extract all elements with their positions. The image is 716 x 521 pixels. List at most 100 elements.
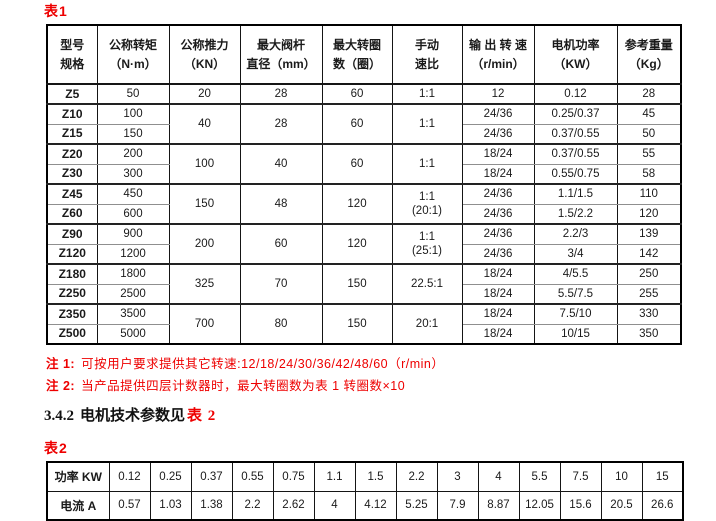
note-1-label: 注 1: bbox=[46, 357, 76, 371]
table1-cell: 1800 bbox=[96, 263, 170, 285]
table1-cell: 3500 bbox=[96, 303, 170, 325]
table2-cell: 5.25 bbox=[395, 490, 438, 521]
table2-cell: 2.2 bbox=[231, 490, 274, 521]
table2-cell: 1.5 bbox=[354, 461, 397, 492]
table1-cell: 700 bbox=[168, 303, 241, 345]
table1-row: Z10 100 40 28 60 1:1 24/36 0.25/0.37 45 bbox=[46, 103, 682, 145]
table1-cell: 20 bbox=[168, 83, 241, 105]
table1-cell: 1:1 bbox=[391, 83, 463, 105]
table2-cell: 1.03 bbox=[149, 490, 192, 521]
table1-model-cell: Z90 bbox=[46, 223, 98, 245]
note-1-text: 可按用户要求提供其它转速:12/18/24/30/36/42/48/60（r/m… bbox=[81, 357, 445, 371]
table1-cell: 24/36 bbox=[461, 223, 535, 245]
table2-motor-parameters: 功率 KW 0.12 0.25 0.37 0.55 0.75 1.1 1.5 2.2 3 4 5.5 7… bbox=[46, 461, 684, 521]
table2-cell: 20.5 bbox=[600, 490, 643, 521]
table1-row: Z250 2500 18/24 5.5/7.5 255 bbox=[46, 283, 682, 305]
table1-cell: 100 bbox=[96, 103, 170, 125]
table2-cell: 0.25 bbox=[149, 461, 192, 492]
table1-cell: 150 bbox=[321, 263, 393, 305]
table2-cell: 4 bbox=[313, 490, 356, 521]
section-number: 3.4.2 bbox=[44, 408, 74, 424]
table1-cell: 18/24 bbox=[461, 143, 535, 165]
table1-header-cell: 最大阀杆 直径（mm） bbox=[239, 24, 323, 85]
table1-body: Z5 50 20 28 60 1:1 12 0.12 28 Z10 100 40 28 60 1:1 24/3… bbox=[46, 83, 682, 345]
table1-cell: 60 bbox=[321, 83, 393, 105]
table1-cell: 48 bbox=[239, 183, 323, 225]
table1-cell: 150 bbox=[168, 183, 241, 225]
table1-cell: 55 bbox=[616, 143, 682, 165]
table1-cell: 5000 bbox=[96, 323, 170, 345]
table2-cell: 3 bbox=[436, 461, 479, 492]
note-1: 注 1: 可按用户要求提供其它转速:12/18/24/30/36/42/48/60… bbox=[46, 353, 692, 375]
table2-cell: 7.5 bbox=[559, 461, 602, 492]
table2-current-row: 电流 A 0.57 1.03 1.38 2.2 2.62 4 4.12 5.25 7.9 8.87 1… bbox=[46, 490, 684, 521]
table2-row-label: 功率 KW bbox=[46, 461, 110, 492]
notes-block: 注 1: 可按用户要求提供其它转速:12/18/24/30/36/42/48/60… bbox=[46, 353, 692, 397]
table1-header-cell: 公称推力 （KN） bbox=[168, 24, 241, 85]
table1-model-cell: Z20 bbox=[46, 143, 98, 165]
table2-cell: 0.12 bbox=[108, 461, 151, 492]
table1-cell: 900 bbox=[96, 223, 170, 245]
table1-cell: 60 bbox=[239, 223, 323, 265]
table1-row: Z15 150 24/36 0.37/0.55 50 bbox=[46, 123, 682, 145]
table2-cell: 0.37 bbox=[190, 461, 233, 492]
table1-cell: 1:1 bbox=[391, 143, 463, 185]
section-table-ref: 表 2 bbox=[187, 408, 217, 424]
table1-row: Z350 3500 700 80 150 20:1 18/24 7.5/10 330 bbox=[46, 303, 682, 345]
table1-header-cell: 参考重量 （Kg） bbox=[616, 24, 682, 85]
table1-cell: 0.55/0.75 bbox=[533, 163, 618, 185]
table1-model-cell: Z10 bbox=[46, 103, 98, 125]
section-title: 电机技术参数见 bbox=[80, 408, 186, 424]
table1-model-cell: Z350 bbox=[46, 303, 98, 325]
table1-cell: 50 bbox=[96, 83, 170, 105]
table1-row: Z45 450 150 48 120 1:1 (20:1) 24/36 1.1/1.5 110 bbox=[46, 183, 682, 225]
table2-cell: 5.5 bbox=[518, 461, 561, 492]
table2-cell: 8.87 bbox=[477, 490, 520, 521]
table1-cell: 120 bbox=[616, 203, 682, 225]
table1-cell: 120 bbox=[321, 183, 393, 225]
table1-cell: 300 bbox=[96, 163, 170, 185]
table1-cell: 60 bbox=[321, 103, 393, 145]
table1-model-cell: Z45 bbox=[46, 183, 98, 205]
table1-cell: 12 bbox=[461, 83, 535, 105]
table1-cell: 120 bbox=[321, 223, 393, 265]
table1-cell: 24/36 bbox=[461, 203, 535, 225]
table1-cell: 5.5/7.5 bbox=[533, 283, 618, 305]
table1-row: Z180 1800 325 70 150 22.5:1 18/24 4/5.5 250 bbox=[46, 263, 682, 305]
table2-cell: 0.55 bbox=[231, 461, 274, 492]
table1-cell: 24/36 bbox=[461, 123, 535, 145]
table1-model-cell: Z500 bbox=[46, 323, 98, 345]
table1-cell: 18/24 bbox=[461, 303, 535, 325]
table1-row: Z20 200 100 40 60 1:1 18/24 0.37/0.55 55 bbox=[46, 143, 682, 185]
table1-cell: 2.2/3 bbox=[533, 223, 618, 245]
table1-cell: 60 bbox=[321, 143, 393, 185]
table1-header-row: 型号 规格 公称转矩 （N·m） 公称推力 （KN） 最大阀杆 直径（mm） 最大转圈 数（圈）手… bbox=[46, 24, 682, 85]
table1-cell: 45 bbox=[616, 103, 682, 125]
table1-cell: 18/24 bbox=[461, 163, 535, 185]
table1-model-cell: Z60 bbox=[46, 203, 98, 225]
table1-cell: 58 bbox=[616, 163, 682, 185]
note-2-text: 当产品提供四层计数器时，最大转圈数为表 1 转圈数×10 bbox=[81, 379, 406, 393]
table2-cell: 0.57 bbox=[108, 490, 151, 521]
table1-cell: 110 bbox=[616, 183, 682, 205]
table1-cell: 7.5/10 bbox=[533, 303, 618, 325]
table1-header-cell: 电机功率 （KW） bbox=[533, 24, 618, 85]
table1-cell: 80 bbox=[239, 303, 323, 345]
table1-row: Z5 50 20 28 60 1:1 12 0.12 28 bbox=[46, 83, 682, 105]
table1-label: 表1 bbox=[44, 3, 68, 19]
table1-header-cell: 输 出 转 速（r/min） bbox=[461, 24, 535, 85]
table1-cell: 2500 bbox=[96, 283, 170, 305]
document-page: 表1 型号 规格 公称转矩 （N·m） 公称推力 （KN） 最大阀杆 直径（mm） 最大转圈 数（… bbox=[44, 2, 692, 521]
section-heading: 3.4.2 电机技术参数见表 2 bbox=[44, 405, 692, 427]
table1-cell: 255 bbox=[616, 283, 682, 305]
table2-label: 表2 bbox=[44, 440, 68, 456]
table1-cell: 600 bbox=[96, 203, 170, 225]
table1-cell: 70 bbox=[239, 263, 323, 305]
table2-cell: 0.75 bbox=[272, 461, 315, 492]
table1-row: Z60 600 24/36 1.5/2.2 120 bbox=[46, 203, 682, 225]
table1-cell: 10/15 bbox=[533, 323, 618, 345]
table1-cell: 22.5:1 bbox=[391, 263, 463, 305]
table1-model-cell: Z180 bbox=[46, 263, 98, 285]
table2-cell: 15 bbox=[641, 461, 684, 492]
table1-cell: 100 bbox=[168, 143, 241, 185]
